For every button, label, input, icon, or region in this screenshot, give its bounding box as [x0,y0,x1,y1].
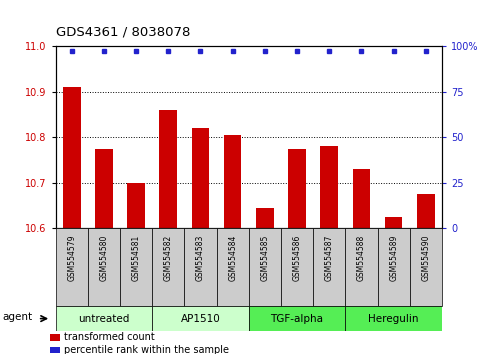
Bar [353,169,370,228]
Bar [50,347,60,353]
Bar [88,228,120,306]
Text: GSM554579: GSM554579 [67,235,76,281]
Text: GSM554588: GSM554588 [357,235,366,281]
Text: GSM554589: GSM554589 [389,235,398,281]
Bar [249,306,345,331]
Bar [313,228,345,306]
Text: TGF-alpha: TGF-alpha [270,314,324,324]
Text: GSM554580: GSM554580 [99,235,108,281]
Text: transformed count: transformed count [64,332,155,342]
Text: GSM554583: GSM554583 [196,235,205,281]
Text: GSM554586: GSM554586 [293,235,301,281]
Bar [152,306,249,331]
Text: GSM554585: GSM554585 [260,235,270,281]
Text: AP1510: AP1510 [181,314,220,324]
Bar [50,334,60,341]
Bar [417,194,435,228]
Bar [159,110,177,228]
Bar [385,217,402,228]
Bar [185,228,216,306]
Bar [152,228,185,306]
Bar [192,128,209,228]
Bar [127,183,145,228]
Bar [56,228,88,306]
Text: GSM554587: GSM554587 [325,235,334,281]
Bar [95,149,113,228]
Text: Heregulin: Heregulin [369,314,419,324]
Text: agent: agent [3,312,33,322]
Text: GSM554581: GSM554581 [131,235,141,281]
Bar [216,228,249,306]
Text: GSM554590: GSM554590 [421,235,430,281]
Bar [345,228,378,306]
Text: GSM554584: GSM554584 [228,235,237,281]
Bar [288,149,306,228]
Bar [120,228,152,306]
Text: percentile rank within the sample: percentile rank within the sample [64,345,229,354]
Bar [249,228,281,306]
Text: GDS4361 / 8038078: GDS4361 / 8038078 [56,26,190,39]
Text: untreated: untreated [78,314,129,324]
Bar [63,87,81,228]
Bar [224,135,242,228]
Text: GSM554582: GSM554582 [164,235,173,281]
Bar [320,146,338,228]
Bar [256,208,274,228]
Bar [410,228,442,306]
Bar [345,306,442,331]
Bar [56,306,152,331]
Bar [378,228,410,306]
Bar [281,228,313,306]
